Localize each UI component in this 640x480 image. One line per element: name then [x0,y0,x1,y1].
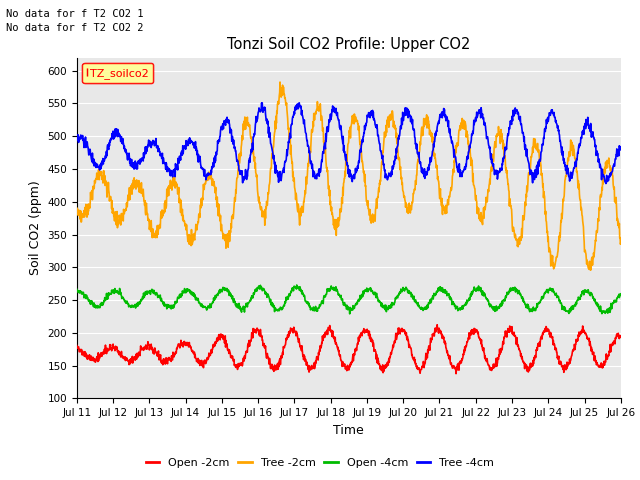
Legend: Open -2cm, Tree -2cm, Open -4cm, Tree -4cm: Open -2cm, Tree -2cm, Open -4cm, Tree -4… [141,453,499,472]
Text: No data for f T2 CO2 1: No data for f T2 CO2 1 [6,9,144,19]
X-axis label: Time: Time [333,424,364,437]
Text: No data for f T2 CO2 2: No data for f T2 CO2 2 [6,23,144,33]
Title: Tonzi Soil CO2 Profile: Upper CO2: Tonzi Soil CO2 Profile: Upper CO2 [227,37,470,52]
Legend: TZ_soilco2: TZ_soilco2 [83,63,154,83]
Y-axis label: Soil CO2 (ppm): Soil CO2 (ppm) [29,180,42,276]
